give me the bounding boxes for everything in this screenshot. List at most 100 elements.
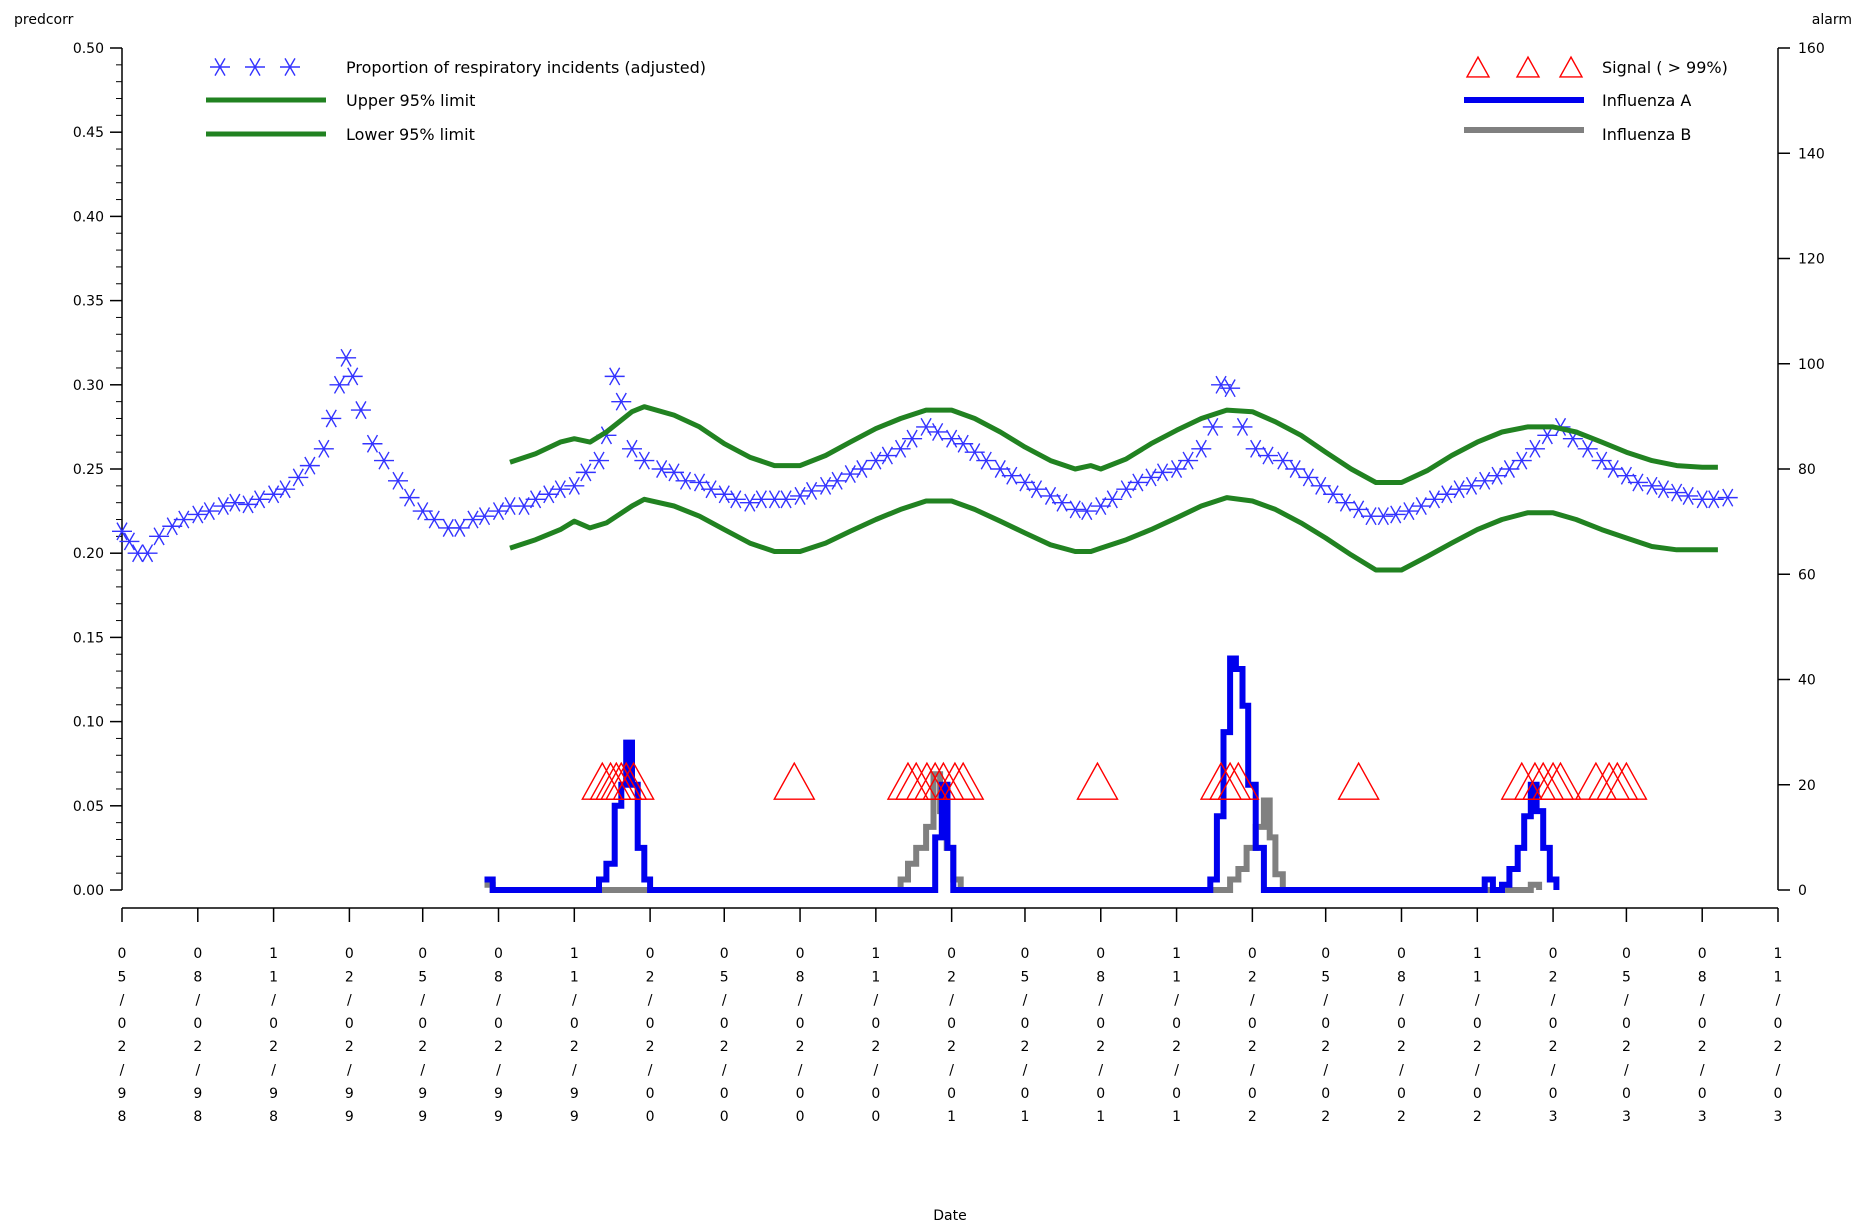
proportion-point [1653,480,1674,499]
proportion-point [916,417,937,436]
proportion-point [1202,417,1223,436]
proportion-point [1152,463,1173,482]
proportion-point [1487,466,1508,485]
x-tick-label: 1 1/0 2/0 0 [871,946,880,1125]
proportion-point [1141,468,1162,487]
x-tick-label: 0 5/0 2/0 0 [720,946,729,1125]
proportion-point [1603,459,1624,479]
left-tick-label: 0.35 [73,294,104,310]
legend-asterisk-icon [210,57,230,77]
proportion-point [1499,459,1520,479]
proportion-point [902,429,923,448]
proportion-point [1373,507,1394,526]
proportion-point [288,468,309,487]
proportion-point [514,497,535,516]
legend-asterisk-icon [245,57,265,77]
signal-point [1605,761,1648,800]
proportion-point [1627,473,1648,492]
bottom-axis: 0 5/0 2/9 8 0 8/0 2/9 8 1 1/0 2/9 8 0 2/0 2/9 9 0 5/0 2/9 9… [118,907,1782,1125]
proportion-point [651,459,672,479]
proportion-point [119,532,140,551]
proportion-point [373,451,394,470]
proportion-point [1258,446,1279,465]
proportion-point [1577,439,1598,458]
proportion-point [1014,473,1035,492]
x-tick-label: 1 1/0 2/0 2 [1473,946,1482,1125]
x-tick-label: 1 1/0 2/9 9 [570,946,579,1125]
signal-point [1596,761,1639,800]
left-tick-label: 0.25 [73,462,104,478]
x-tick-label: 0 8/0 2/0 3 [1698,946,1707,1125]
signal-point [1208,761,1252,800]
proportion-point [224,493,245,512]
x-tick-label: 0 5/0 2/9 8 [118,946,127,1125]
proportion-point [474,507,495,526]
right-tick-label: 20 [1798,778,1816,794]
proportion-point [462,510,483,529]
signal-point [1337,761,1380,800]
proportion-point [604,367,625,386]
proportion-point [424,510,445,529]
proportion-point [621,439,642,458]
proportion-point [1245,439,1266,458]
proportion-point [725,490,746,509]
left-tick-label: 0.30 [73,378,104,394]
proportion-point [149,527,170,546]
proportion-point [1348,500,1369,519]
proportion-point [1511,451,1532,470]
proportion-point [634,451,655,470]
proportion-point [1065,500,1086,519]
x-tick-label: 0 8/0 2/0 2 [1397,946,1406,1125]
signal-point [1217,761,1260,800]
proportion-point [1232,417,1253,436]
proportion-point [1220,379,1241,398]
x-tick-label: 0 5/0 2/0 3 [1622,946,1631,1125]
right-tick-label: 80 [1798,462,1816,478]
left-tick-label: 0.10 [73,715,104,731]
proportion-point [550,480,571,499]
left-tick-label: 0.40 [73,209,104,225]
proportion-point [1178,451,1199,470]
proportion-point [1323,485,1344,504]
proportion-point [350,401,371,420]
proportion-point [865,451,886,470]
proportion-point [321,409,342,428]
proportion-point [1076,502,1097,521]
proportion-point [976,451,997,470]
legend-triangle-icon [1515,55,1541,78]
x-tick-label: 0 5/0 2/9 9 [418,946,427,1125]
right-tick-label: 100 [1798,357,1825,373]
proportion-point [1411,497,1432,516]
proportion-point [313,439,334,458]
x-tick-label: 0 8/0 2/0 0 [796,946,805,1125]
proportion-point [538,485,559,504]
left-tick-label: 0.45 [73,125,104,141]
legend-label: Signal ( > 99%) [1602,58,1728,77]
proportion-point [1717,488,1738,507]
proportion-point [851,459,872,479]
x-tick-label: 0 5/0 2/0 1 [1021,946,1030,1125]
proportion-point [1298,468,1319,487]
proportion-point [1102,490,1123,509]
right-tick-label: 0 [1798,883,1807,899]
proportion-point [564,476,585,495]
legend-triangle-icon [1465,55,1491,78]
left-tick-label: 0.05 [73,799,104,815]
proportion-point [575,463,596,482]
proportion-point [238,495,259,514]
lower-limit-line [509,495,1718,573]
proportion-point [263,485,284,504]
proportion-point [449,518,470,537]
proportion-point [1116,480,1137,499]
proportion-point [1385,505,1406,524]
x-axis-title: Date [933,1208,966,1224]
signal-point [941,761,985,800]
proportion-point [249,490,270,509]
influenza-a-line [484,655,1560,893]
proportion-point [739,493,760,512]
proportion-point [1127,473,1148,492]
proportion-point [890,439,911,458]
proportion-point [187,505,208,524]
proportion-point [1026,480,1047,499]
